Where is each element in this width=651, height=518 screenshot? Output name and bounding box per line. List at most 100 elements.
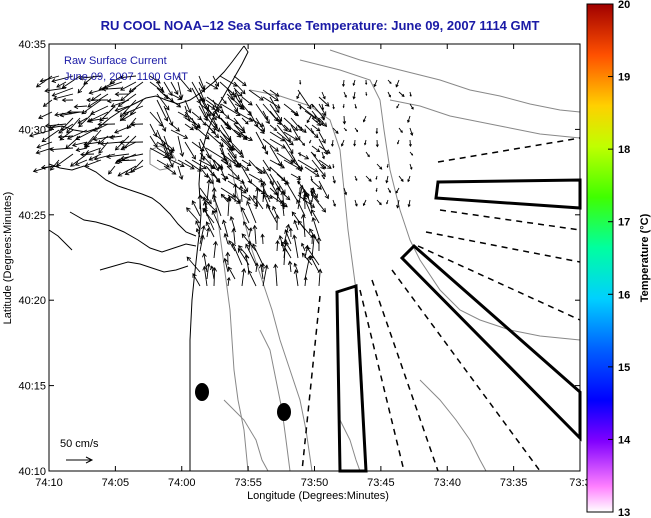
current-vector (233, 159, 250, 171)
current-vector (262, 138, 279, 152)
station-marker (277, 403, 291, 421)
current-vector (227, 117, 239, 125)
current-vector (248, 227, 253, 238)
current-vector (49, 146, 74, 152)
scale-label: 50 cm/s (60, 438, 99, 450)
current-vector (206, 179, 212, 203)
current-vector (206, 96, 223, 109)
current-vector (305, 191, 313, 210)
current-vector (205, 221, 215, 238)
current-vector (373, 79, 378, 88)
current-vector (254, 262, 259, 273)
current-vector (212, 267, 217, 287)
current-vector (49, 159, 60, 171)
scale-arrow (66, 456, 94, 464)
current-vector (276, 131, 294, 146)
current-vector (241, 96, 253, 106)
current-vector (52, 93, 74, 101)
current-vector (407, 175, 411, 183)
current-vector (297, 184, 305, 210)
current-vector (40, 164, 60, 170)
overlay-line2: June 09, 2007 1100 GMT (64, 71, 188, 83)
current-vector (238, 245, 250, 259)
colorbar-tick-label: 15 (618, 362, 630, 374)
current-vector (233, 75, 247, 87)
current-vector (318, 117, 328, 128)
current-vector (310, 103, 314, 108)
colorbar-ticks: 20 19 18 17 16 15 14 13 (608, 0, 631, 518)
current-vector (318, 131, 326, 144)
current-vector (241, 180, 249, 193)
y-tick-label: 40:15 (18, 381, 46, 393)
current-vector (156, 93, 170, 111)
current-vector (184, 123, 195, 131)
current-vector (262, 145, 269, 155)
current-vector (310, 234, 315, 245)
current-vector (296, 91, 301, 100)
x-tick-label: 73:40 (433, 477, 461, 489)
current-vector (88, 117, 109, 123)
current-vector (311, 233, 317, 259)
current-vector (385, 175, 389, 184)
current-vector (88, 153, 102, 161)
current-vector (59, 129, 74, 141)
current-vector (36, 141, 53, 149)
x-axis-label: Longitude (Degrees:Minutes) (247, 490, 389, 502)
current-vector (343, 91, 347, 98)
current-vector (231, 242, 243, 266)
current-vector (205, 81, 219, 90)
current-vector (396, 139, 400, 145)
current-vector (227, 173, 245, 184)
current-vector (321, 91, 326, 100)
current-vector (299, 139, 306, 146)
current-vector (130, 121, 144, 127)
x-tick-label: 74:05 (102, 477, 130, 489)
current-vector (283, 124, 292, 133)
current-vector (252, 224, 258, 245)
current-vector (199, 103, 216, 117)
current-vector (263, 194, 271, 210)
current-vector (117, 158, 137, 164)
current-vector (163, 147, 174, 168)
current-vector (409, 91, 412, 97)
current-vector (77, 81, 88, 94)
current-vector (408, 139, 412, 148)
colorbar-tick-label: 13 (618, 507, 630, 518)
current-vector (311, 216, 320, 238)
current-vector (243, 221, 250, 231)
current-vector (387, 79, 392, 84)
current-vector (273, 263, 279, 287)
current-vector (234, 89, 243, 104)
current-vector (310, 127, 314, 135)
current-vector (331, 139, 334, 147)
current-vector (303, 276, 308, 287)
current-vector (212, 194, 222, 217)
current-vector (202, 265, 208, 287)
current-vector (231, 227, 237, 245)
current-vector (177, 159, 195, 170)
current-vector (170, 123, 181, 132)
current-vector (407, 115, 411, 123)
current-vector (212, 75, 220, 87)
current-vector (296, 199, 306, 217)
current-vector (255, 103, 270, 125)
current-vector (28, 129, 53, 138)
current-vector (61, 75, 81, 89)
current-vector (75, 147, 88, 152)
current-vector (311, 180, 322, 190)
dashed-line (437, 137, 581, 163)
y-axis: 40:35 40:30 40:25 40:20 40:15 40:10 (18, 39, 580, 478)
current-vector (269, 124, 278, 132)
current-vector (354, 103, 357, 109)
current-vector (199, 117, 207, 126)
current-vector (282, 247, 288, 266)
map-title: RU COOL NOAA–12 Sea Surface Temperature:… (101, 18, 540, 33)
current-vector (297, 159, 319, 173)
current-vector (177, 75, 192, 93)
current-vector (241, 159, 252, 166)
current-vector (304, 124, 319, 139)
current-vector (163, 165, 177, 175)
current-vector (114, 105, 130, 112)
current-vector (244, 254, 250, 273)
